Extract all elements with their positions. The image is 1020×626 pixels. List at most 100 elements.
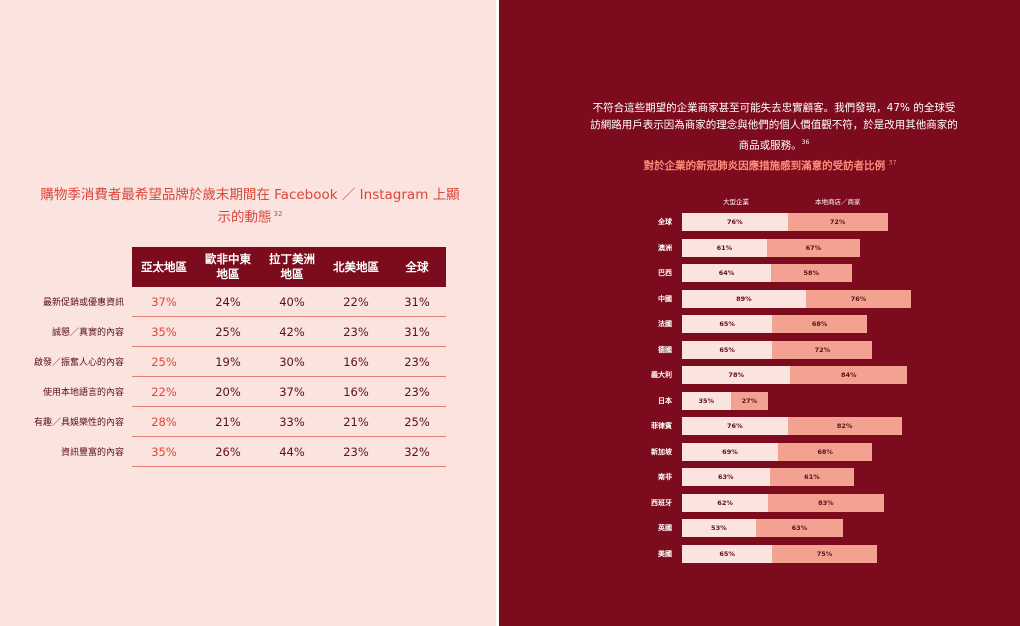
table-cell: 23% bbox=[324, 316, 388, 347]
bar-local-business: 82% bbox=[787, 417, 902, 435]
row-label: 最新促銷或優惠資訊 bbox=[42, 298, 124, 309]
country-label: 澳洲 bbox=[658, 243, 672, 252]
chart-title-footnote: 37 bbox=[888, 159, 897, 167]
bar-large-business: 35% bbox=[682, 391, 731, 410]
bar-value-label: 76% bbox=[727, 218, 743, 226]
bar-large-business: 61% bbox=[682, 238, 767, 257]
table-row: 資訊豐富的內容 35% 26% 44% 23% 32% bbox=[18, 436, 446, 467]
bar-value-label: 82% bbox=[836, 422, 853, 430]
country-label: 全球 bbox=[658, 218, 672, 226]
table-row: 有趣／具娛樂性的內容 28% 21% 33% 21% 25% bbox=[18, 406, 446, 437]
bar-value-label: 65% bbox=[719, 549, 735, 558]
table-cell: 25% bbox=[196, 316, 260, 347]
table-row: 啟發／振奮人心的內容 25% 19% 30% 16% 23% bbox=[18, 346, 446, 377]
bar-local-business: 67% bbox=[766, 238, 860, 257]
bar-value-label: 65% bbox=[719, 320, 735, 328]
table-row: 誠懇／真實的內容 35% 25% 42% 23% 31% bbox=[18, 316, 446, 347]
table-title-text: 購物季消費者最希望品牌於歲末期間在 Facebook ／ Instagram 上… bbox=[40, 187, 460, 226]
row-label: 有趣／具娛樂性的內容 bbox=[33, 418, 124, 428]
bar-value-label: 76% bbox=[850, 294, 867, 303]
bar-large-business: 53% bbox=[682, 519, 756, 537]
row-label: 使用本地語言的內容 bbox=[42, 388, 124, 398]
bar-value-label: 89% bbox=[736, 294, 752, 303]
table-cell: 40% bbox=[260, 287, 324, 317]
bar-value-label: 65% bbox=[719, 345, 735, 354]
bar-large-business: 65% bbox=[682, 544, 773, 563]
bar-large-business: 69% bbox=[682, 442, 778, 461]
bar-value-label: 69% bbox=[722, 447, 738, 456]
table-cell: 21% bbox=[196, 406, 260, 437]
table-cell: 31% bbox=[388, 287, 446, 317]
col-header-latam: 拉丁美洲 地區 bbox=[260, 247, 324, 287]
country-label: 德國 bbox=[658, 345, 672, 354]
bar-value-label: 35% bbox=[698, 396, 715, 405]
bar-value-label: 75% bbox=[816, 549, 833, 558]
country-label: 新加坡 bbox=[651, 447, 672, 456]
table-cell: 37% bbox=[260, 376, 324, 407]
table-cell: 25% bbox=[132, 346, 196, 377]
bar-local-business: 72% bbox=[772, 340, 873, 359]
table-cell: 19% bbox=[196, 346, 260, 377]
bar-local-business: 63% bbox=[755, 519, 844, 537]
table-row: 最新促銷或優惠資訊 37% 24% 40% 22% 31% bbox=[18, 287, 446, 317]
table-cell: 23% bbox=[388, 376, 446, 407]
bar-value-label: 63% bbox=[791, 524, 808, 532]
table-cell: 32% bbox=[388, 436, 446, 467]
table-cell: 37% bbox=[132, 287, 196, 317]
bar-large-business: 65% bbox=[682, 315, 773, 333]
col-header-emea: 歐非中東 地區 bbox=[196, 247, 260, 287]
chart-title: 對於企業的新冠肺炎因應措施感到滿意的受訪者比例 37 bbox=[610, 158, 930, 173]
table-header-row: 亞太地區 歐非中東 地區 拉丁美洲 地區 北美地區 全球 bbox=[18, 247, 446, 287]
country-label: 義大利 bbox=[651, 371, 672, 379]
bar-local-business: 83% bbox=[768, 493, 884, 512]
table-cell: 30% bbox=[260, 346, 324, 377]
bar-large-business: 64% bbox=[682, 264, 771, 282]
bar-local-business: 75% bbox=[772, 544, 877, 563]
table-cell: 24% bbox=[196, 287, 260, 317]
bar-value-label: 67% bbox=[805, 243, 822, 252]
country-label: 中國 bbox=[658, 294, 672, 303]
table-cell: 21% bbox=[324, 406, 388, 437]
row-label: 啟發／振奮人心的內容 bbox=[33, 358, 124, 368]
bar-large-business: 89% bbox=[682, 289, 806, 308]
table-cell: 42% bbox=[260, 316, 324, 347]
preference-table: 亞太地區 歐非中東 地區 拉丁美洲 地區 北美地區 全球 最新促銷或優惠資訊 37… bbox=[18, 247, 446, 467]
bar-large-business: 76% bbox=[682, 213, 788, 231]
chart-title-text: 對於企業的新冠肺炎因應措施感到滿意的受訪者比例 bbox=[643, 160, 886, 172]
intro-footnote: 36 bbox=[801, 139, 810, 146]
bar-local-business: 61% bbox=[769, 468, 855, 486]
bar-local-business: 72% bbox=[787, 213, 888, 231]
country-label: 南非 bbox=[658, 473, 672, 481]
table-cell: 33% bbox=[260, 406, 324, 437]
bar-local-business: 27% bbox=[730, 391, 769, 410]
row-label: 誠懇／真實的內容 bbox=[51, 328, 124, 338]
table-cell: 22% bbox=[324, 287, 388, 317]
bar-local-business: 68% bbox=[772, 315, 867, 333]
table-cell: 35% bbox=[132, 436, 196, 467]
bar-value-label: 83% bbox=[818, 498, 834, 507]
bar-local-business: 84% bbox=[790, 366, 908, 384]
country-label: 巴西 bbox=[658, 269, 672, 277]
country-label: 西班牙 bbox=[651, 498, 672, 507]
table-title-footnote: 32 bbox=[273, 210, 283, 218]
bar-value-label: 68% bbox=[811, 320, 828, 328]
country-label: 日本 bbox=[658, 396, 672, 405]
bar-value-label: 72% bbox=[814, 345, 831, 354]
bar-value-label: 58% bbox=[803, 269, 820, 277]
table-row: 使用本地語言的內容 22% 20% 37% 16% 23% bbox=[18, 376, 446, 407]
bar-value-label: 78% bbox=[728, 371, 744, 379]
country-label: 法國 bbox=[658, 320, 672, 328]
table-cell: 25% bbox=[388, 406, 446, 437]
table-cell: 20% bbox=[196, 376, 260, 407]
country-label: 菲律賓 bbox=[651, 422, 672, 430]
bar-value-label: 76% bbox=[727, 422, 743, 430]
table-cell: 26% bbox=[196, 436, 260, 467]
bar-large-business: 76% bbox=[682, 417, 788, 435]
table-cell: 44% bbox=[260, 436, 324, 467]
country-label: 美國 bbox=[658, 549, 672, 558]
col-header-na: 北美地區 bbox=[324, 247, 388, 287]
col-header-apac: 亞太地區 bbox=[132, 247, 196, 287]
intro-paragraph: 不符合這些期望的企業商家甚至可能失去忠實顧客。我們發現，47% 的全球受訪網路用… bbox=[590, 100, 958, 155]
bar-value-label: 72% bbox=[829, 218, 846, 226]
bar-value-label: 53% bbox=[711, 524, 727, 532]
